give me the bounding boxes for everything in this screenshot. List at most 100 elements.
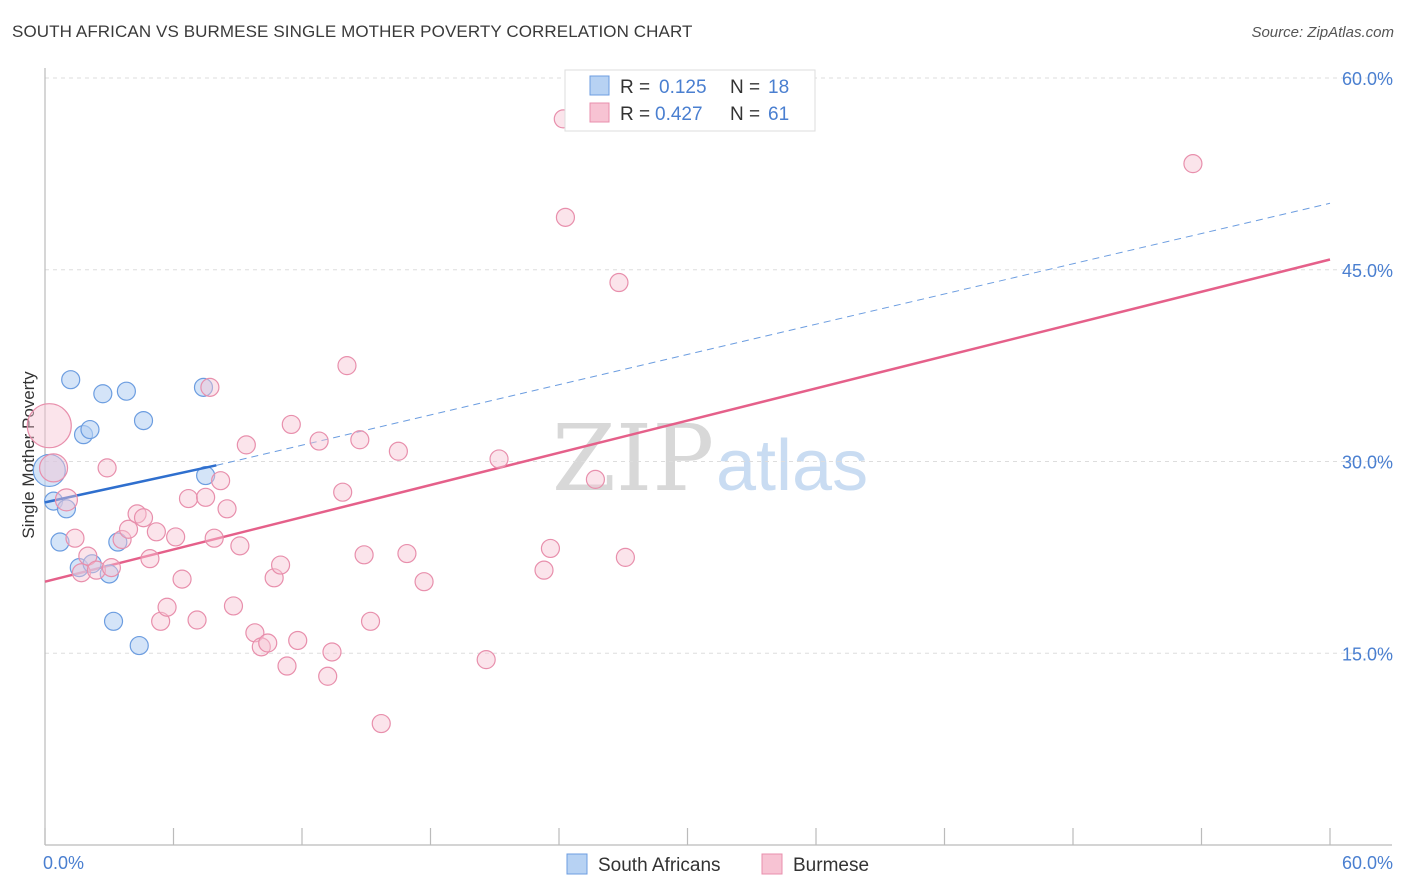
burmese-point	[371, 713, 391, 734]
south-africans-point	[133, 410, 154, 431]
legend-r-value-pink: 0.427	[655, 104, 703, 125]
burmese-point	[609, 272, 629, 293]
burmese-point	[187, 610, 207, 630]
legend-r-label-blue: R =	[620, 77, 650, 98]
burmese-points	[26, 109, 1203, 734]
y-axis-title: Single Mother Poverty	[19, 371, 38, 539]
burmese-point	[354, 545, 374, 565]
south-africans-point	[50, 532, 70, 552]
y-tick-label: 60.0%	[1342, 69, 1393, 89]
source-label: Source: ZipAtlas.com	[1251, 24, 1394, 41]
burmese-point	[97, 458, 117, 478]
burmese-point	[200, 377, 220, 397]
burmese-point	[333, 482, 353, 502]
burmese-point	[211, 471, 231, 491]
legend-n-value-pink: 61	[768, 104, 789, 125]
south-africans-point	[129, 635, 149, 656]
burmese-point	[350, 430, 370, 450]
legend-r-value-blue: 0.125	[659, 77, 707, 98]
burmese-point	[157, 597, 177, 617]
south-africans-point	[116, 381, 136, 401]
trend-lines	[44, 202, 1331, 583]
burmese-point	[489, 449, 509, 469]
burmese-point	[414, 572, 434, 592]
burmese-point	[337, 356, 357, 376]
burmese-point	[172, 569, 192, 589]
burmese-point	[178, 488, 199, 509]
burmese-point	[534, 560, 554, 580]
legend-n-value-blue: 18	[768, 77, 789, 98]
burmese-point	[204, 528, 224, 548]
south-africans-point	[103, 611, 124, 631]
burmese-point	[166, 527, 186, 547]
legend-r-label-pink: R =	[620, 104, 650, 125]
burmese-point	[318, 666, 338, 686]
south-africans-point	[61, 370, 81, 390]
burmese-point	[54, 488, 79, 512]
watermark-atlas: atlas	[716, 426, 868, 506]
burmese-point	[277, 656, 297, 676]
burmese-point	[288, 630, 308, 651]
y-tick-label: 15.0%	[1342, 644, 1393, 664]
x-ticks	[44, 828, 1331, 845]
burmese-point	[388, 441, 408, 461]
burmese-point	[196, 487, 216, 507]
south-africans-point	[93, 384, 113, 404]
watermark-zip: ZIP	[552, 405, 714, 512]
y-tick-labels: 15.0% 30.0% 45.0% 60.0%	[1342, 69, 1393, 664]
burmese-point	[71, 563, 92, 583]
burmese-point	[133, 508, 154, 528]
legend-n-label-pink: N =	[730, 104, 760, 125]
burmese-point	[615, 547, 635, 567]
south-africans-point	[193, 377, 214, 397]
burmese-point	[397, 543, 417, 564]
south-africans-trend-dashed	[216, 202, 1331, 466]
legend-n-label-blue: N =	[730, 77, 760, 98]
burmese-trend-line	[44, 258, 1331, 583]
bottom-legend-label-burmese: Burmese	[793, 855, 869, 876]
burmese-point	[223, 596, 244, 616]
burmese-point	[230, 536, 250, 556]
burmese-point	[151, 611, 171, 631]
bottom-legend-swatch-south-africans	[566, 853, 588, 875]
burmese-point	[270, 555, 291, 575]
bottom-legend-label-south-africans: South Africans	[598, 855, 721, 876]
chart-title: SOUTH AFRICAN VS BURMESE SINGLE MOTHER P…	[12, 22, 693, 41]
burmese-point	[236, 435, 256, 455]
south-africans-point	[56, 499, 77, 519]
burmese-point	[217, 499, 237, 519]
x-tick-label-max: 60.0%	[1342, 853, 1393, 873]
burmese-point	[360, 611, 381, 631]
burmese-point	[26, 403, 72, 449]
burmese-point	[258, 633, 278, 653]
burmese-point	[146, 522, 166, 542]
burmese-point	[86, 560, 107, 580]
south-africans-point	[80, 419, 100, 440]
burmese-point	[118, 519, 139, 539]
burmese-point	[78, 546, 98, 566]
burmese-point	[281, 414, 301, 435]
burmese-point	[540, 538, 561, 559]
burmese-point	[1183, 154, 1203, 174]
x-tick-label-min: 0.0%	[43, 853, 84, 873]
burmese-point	[322, 642, 342, 662]
south-africans-trend-line	[44, 464, 217, 504]
series-legend: South Africans Burmese	[566, 853, 869, 876]
burmese-point	[245, 623, 265, 643]
burmese-point	[38, 453, 69, 483]
burmese-point	[476, 650, 496, 670]
burmese-point	[309, 431, 329, 451]
legend-swatch-pink	[589, 102, 610, 123]
correlation-legend: R = 0.125 N = 18 R = 0.427 N = 61	[564, 69, 816, 132]
burmese-point	[65, 528, 85, 548]
burmese-point	[555, 207, 576, 227]
y-tick-label: 45.0%	[1342, 261, 1393, 281]
bottom-legend-swatch-burmese	[761, 853, 783, 875]
y-tick-label: 30.0%	[1342, 453, 1393, 473]
burmese-point	[140, 549, 160, 569]
burmese-point	[112, 529, 132, 550]
legend-swatch-blue	[589, 75, 610, 96]
burmese-point	[585, 469, 606, 489]
burmese-point	[101, 558, 121, 578]
